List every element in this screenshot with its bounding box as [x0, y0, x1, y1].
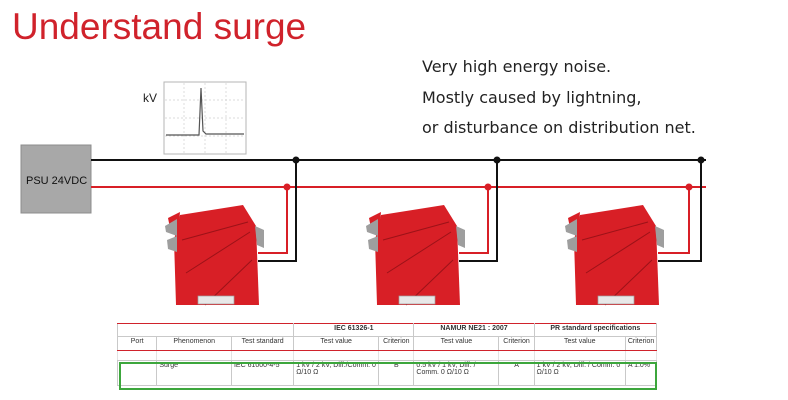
- device-1-body: [174, 205, 259, 305]
- device-3-positive-wire: [658, 187, 690, 254]
- cell-iec-value: 1 kV / 2 kV, Diff./Comm. 0 Ω/10 Ω: [293, 360, 380, 386]
- device-2: [366, 156, 501, 306]
- description-line-3: or disturbance on distribution net.: [422, 118, 696, 137]
- cell-namur-value: 0.5 kV / 1 kV, Diff. / Comm. 0 Ω/10 Ω: [413, 360, 500, 386]
- table-column-header-row: Port Phenomenon Test standard Test value…: [116, 336, 658, 351]
- psu-block: PSU 24VDC: [20, 144, 92, 214]
- device-2-body: [375, 205, 460, 305]
- psu-box: [20, 144, 92, 214]
- group-spacer: [116, 323, 295, 337]
- device-2-positive-junction: [484, 183, 492, 191]
- device-3-body: [574, 205, 659, 305]
- cell-pr-criterion: A 1.0%: [624, 360, 658, 386]
- col-port: Port: [116, 336, 158, 351]
- description-line-2: Mostly caused by lightning,: [422, 88, 642, 107]
- device-1-negative-junction: [292, 156, 300, 164]
- surge-waveform-inset: kV: [143, 81, 247, 155]
- surge-spec-table: IEC 61326-1 NAMUR NE21 : 2007 PR standar…: [116, 323, 658, 386]
- table-group-header-row: IEC 61326-1 NAMUR NE21 : 2007 PR standar…: [116, 323, 658, 337]
- surge-spike-trace: [166, 87, 244, 136]
- device-2-negative-junction: [493, 156, 501, 164]
- device-2-positive-wire: [459, 187, 489, 254]
- device-3: [565, 156, 705, 306]
- group-pr: PR standard specifications: [533, 323, 658, 337]
- device-2-negative-wire: [459, 160, 498, 262]
- col-pr-test-value: Test value: [533, 336, 626, 351]
- psu-label: PSU 24VDC: [26, 175, 87, 187]
- col-phenomenon: Phenomenon: [156, 336, 232, 351]
- table-spacer-row: [116, 350, 658, 361]
- cell-test-standard: IEC 61000-4-5: [230, 360, 295, 386]
- col-iec-criterion: Criterion: [378, 336, 415, 351]
- col-namur-test-value: Test value: [413, 336, 500, 351]
- surge-wiring-diagram: kV PSU 24VDC: [20, 81, 706, 306]
- cell-iec-criterion: B: [378, 360, 415, 386]
- waveform-unit-label: kV: [143, 91, 157, 105]
- col-namur-criterion: Criterion: [498, 336, 535, 351]
- cell-port: [116, 360, 158, 386]
- device-1-negative-wire: [258, 160, 297, 262]
- col-iec-test-value: Test value: [293, 336, 380, 351]
- device-1: [165, 156, 300, 306]
- cell-pr-value: 1 kV / 2 kV, Diff. / Comm. 0 Ω/10 Ω: [533, 360, 626, 386]
- device-3-negative-junction: [697, 156, 705, 164]
- group-namur: NAMUR NE21 : 2007: [413, 323, 535, 337]
- cell-phenomenon: Surge: [156, 360, 232, 386]
- device-3-positive-junction: [685, 183, 693, 191]
- col-pr-criterion: Criterion: [624, 336, 658, 351]
- group-iec: IEC 61326-1: [293, 323, 415, 337]
- device-3-negative-wire: [658, 160, 702, 262]
- table-row: Surge IEC 61000-4-5 1 kV / 2 kV, Diff./C…: [116, 360, 658, 386]
- slide-title: Understand surge: [12, 6, 307, 47]
- cell-namur-criterion: A: [498, 360, 535, 386]
- description-line-1: Very high energy noise.: [422, 57, 612, 76]
- device-1-positive-wire: [258, 187, 288, 254]
- col-test-standard: Test standard: [230, 336, 295, 351]
- device-1-positive-junction: [283, 183, 291, 191]
